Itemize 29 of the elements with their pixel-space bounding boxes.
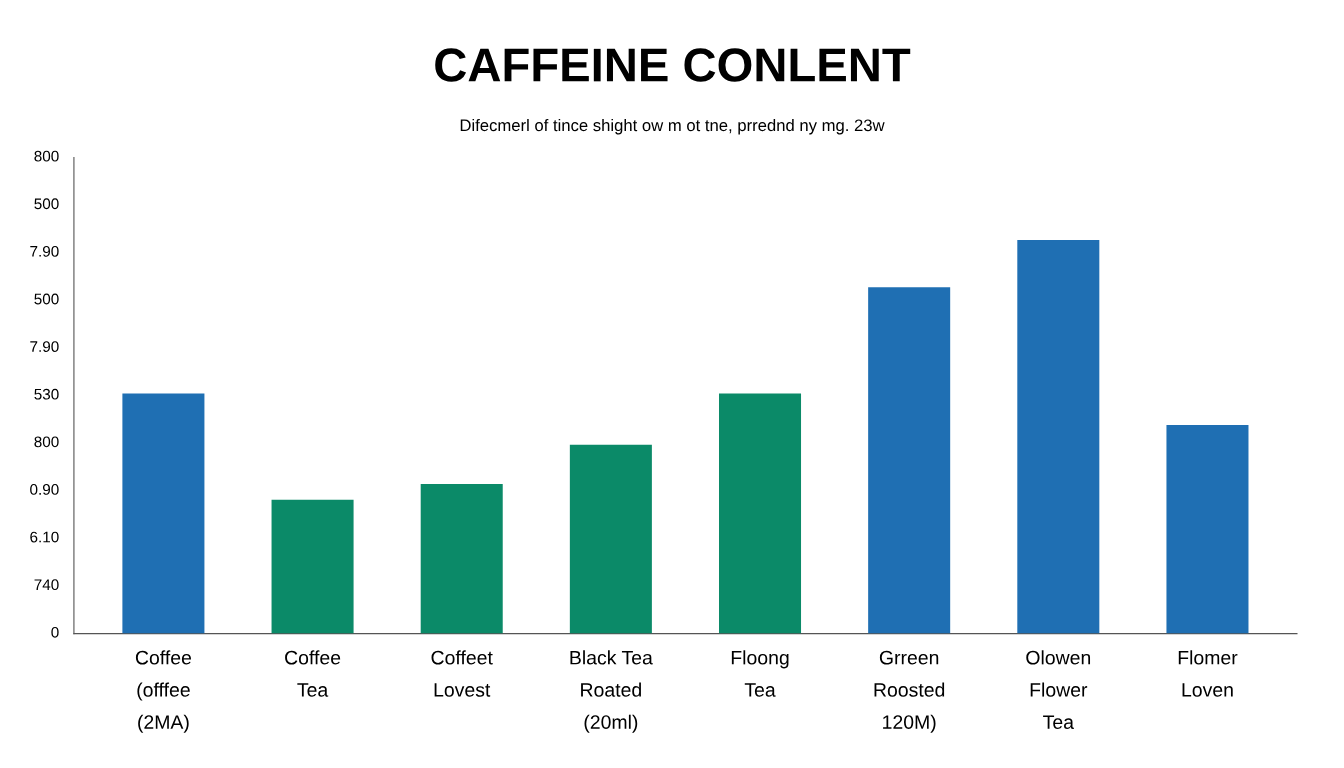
text: 6.10 — [30, 531, 59, 543]
text: 530 — [34, 388, 59, 400]
bar — [420, 484, 503, 634]
text: 800 — [34, 436, 59, 448]
bar — [868, 287, 951, 634]
x-tick-label: Black Tea Roated (20ml) — [570, 650, 653, 733]
text: 7.90 — [30, 341, 59, 353]
x-tick-label: Coffeet Lovest — [431, 650, 493, 697]
x-tick-label: Floong Tea — [731, 650, 789, 697]
bar — [271, 499, 354, 634]
x-tick-label: Grreen Roosted 120M) — [874, 650, 945, 733]
x-tick-label: Coffee Tea — [285, 650, 341, 697]
text: 740 — [34, 579, 59, 591]
text: 0.90 — [30, 484, 59, 495]
chart-subtitle: Difecmerl of tince shight ow m ot tne, prrednd ny mg. 23w — [460, 118, 885, 135]
text: 800 — [34, 150, 59, 162]
text: 500 — [34, 198, 59, 210]
bar — [1017, 240, 1100, 634]
bar — [569, 444, 652, 634]
bar — [1166, 425, 1249, 634]
x-tick-label: Flomer Loven — [1178, 650, 1238, 697]
bar — [719, 393, 802, 634]
text: 500 — [34, 293, 59, 305]
x-tick-label: Olowen Flower Tea — [1026, 650, 1091, 729]
text: 0 — [51, 626, 59, 638]
chart-title: CAFFEINE CONLENT — [435, 48, 911, 82]
bar — [122, 393, 205, 634]
text: 7.90 — [30, 245, 59, 257]
x-tick-label: Coffee (offfee (2MA) — [135, 650, 192, 733]
